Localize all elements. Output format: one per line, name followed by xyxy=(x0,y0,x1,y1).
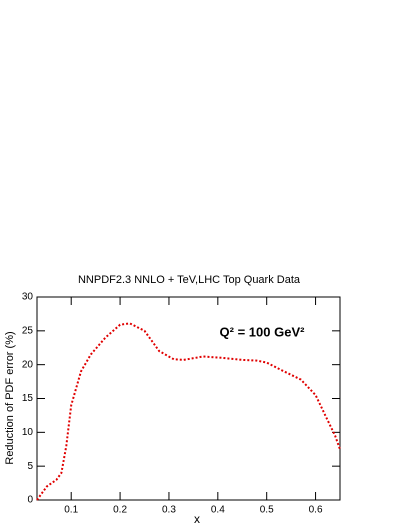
x-tick-label: 0.1 xyxy=(64,505,78,516)
x-tick-label: 0.6 xyxy=(309,505,323,516)
x-tick-label: 0.2 xyxy=(113,505,127,516)
y-tick-label: 30 xyxy=(22,292,34,303)
x-tick-label: 0.4 xyxy=(211,505,225,516)
data-line xyxy=(36,322,341,501)
x-tick-label: 0.3 xyxy=(162,505,176,516)
annotation: Q² = 100 GeV² xyxy=(220,324,306,339)
x-axis-label: x xyxy=(194,512,200,526)
y-tick-label: 20 xyxy=(22,359,34,370)
y-tick-label: 25 xyxy=(22,325,34,336)
y-tick-label: 10 xyxy=(22,427,34,438)
y-axis-label: Reduction of PDF error (%) xyxy=(4,331,16,464)
y-tick-label: 5 xyxy=(27,461,33,472)
y-tick-label: 15 xyxy=(22,393,34,404)
chart-title: NNPDF2.3 NNLO + TeV,LHC Top Quark Data xyxy=(78,274,301,286)
y-tick-label: 0 xyxy=(27,495,33,506)
x-tick-label: 0.5 xyxy=(260,505,274,516)
